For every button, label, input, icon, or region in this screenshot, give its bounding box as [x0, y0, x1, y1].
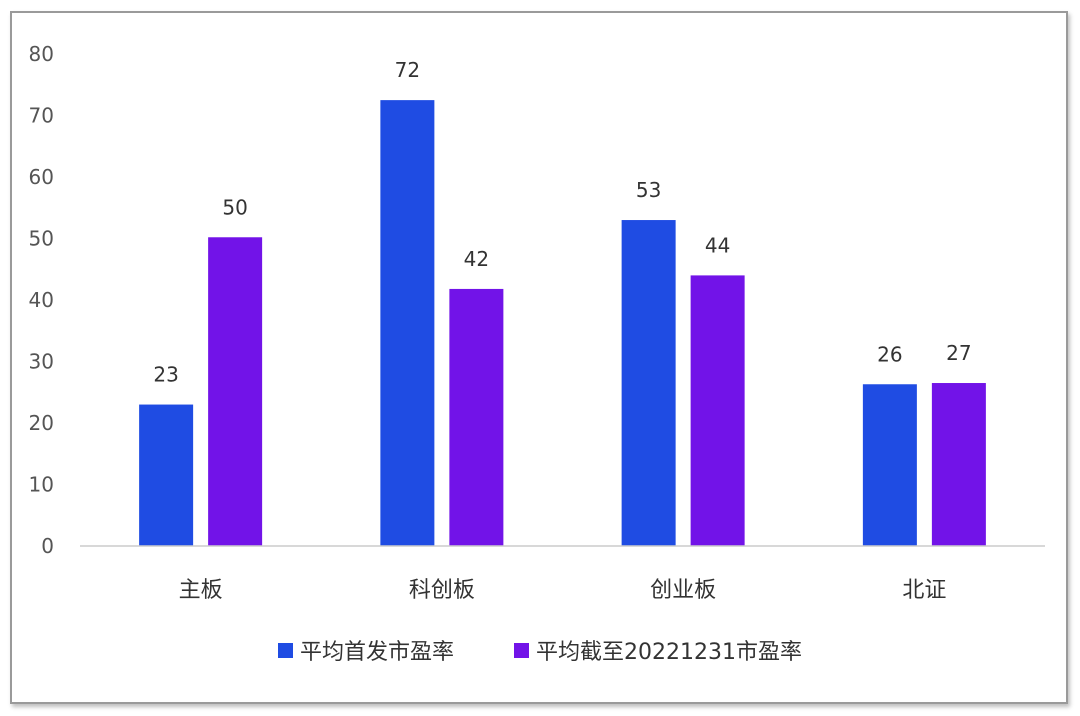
- chart-frame: [10, 11, 1068, 704]
- legend-label: 平均截至20221231市盈率: [536, 640, 802, 665]
- data-label: 27: [946, 341, 971, 365]
- y-tick-label: 50: [29, 227, 54, 251]
- data-label: 44: [705, 233, 730, 257]
- bar-series-2-1: [208, 237, 263, 546]
- bar-series-1-2: [380, 100, 435, 546]
- y-axis: 0 10 20 30 40 50 60 70 80: [29, 42, 54, 558]
- y-tick-label: 40: [29, 288, 54, 312]
- x-category-label: 北证: [902, 578, 946, 603]
- data-label: 26: [877, 342, 902, 366]
- legend-swatch: [278, 643, 293, 658]
- data-label: 42: [464, 247, 489, 271]
- bar-series-1-3: [621, 220, 676, 547]
- data-label: 53: [636, 178, 661, 202]
- y-tick-label: 0: [41, 534, 54, 558]
- bar-series-1-4: [862, 384, 917, 546]
- data-label: 72: [395, 58, 420, 82]
- bar-series-2-4: [931, 383, 986, 546]
- y-tick-label: 30: [29, 350, 54, 374]
- legend-swatch: [514, 643, 529, 658]
- legend-item: 平均首发市盈率: [278, 640, 454, 665]
- x-category-label: 主板: [179, 578, 223, 603]
- bar-series-1-1: [139, 404, 194, 546]
- y-tick-label: 70: [29, 104, 54, 128]
- y-tick-label: 10: [29, 473, 54, 497]
- x-category-label: 创业板: [650, 578, 716, 603]
- bars: [139, 100, 986, 547]
- legend-label: 平均首发市盈率: [300, 640, 454, 665]
- y-tick-label: 60: [29, 165, 54, 189]
- x-category-label: 科创板: [409, 578, 475, 603]
- data-label: 23: [153, 363, 178, 387]
- legend-item: 平均截至20221231市盈率: [514, 640, 802, 665]
- y-tick-label: 80: [29, 42, 54, 66]
- bar-series-2-2: [449, 288, 504, 546]
- y-tick-label: 20: [29, 411, 54, 435]
- legend: 平均首发市盈率 平均截至20221231市盈率: [278, 640, 802, 665]
- x-axis: 主板 科创板 创业板 北证: [179, 578, 947, 603]
- data-label: 50: [222, 195, 247, 219]
- data-labels: 23 50 72 42 53 44 26 27: [153, 58, 971, 386]
- bar-series-2-3: [690, 275, 745, 546]
